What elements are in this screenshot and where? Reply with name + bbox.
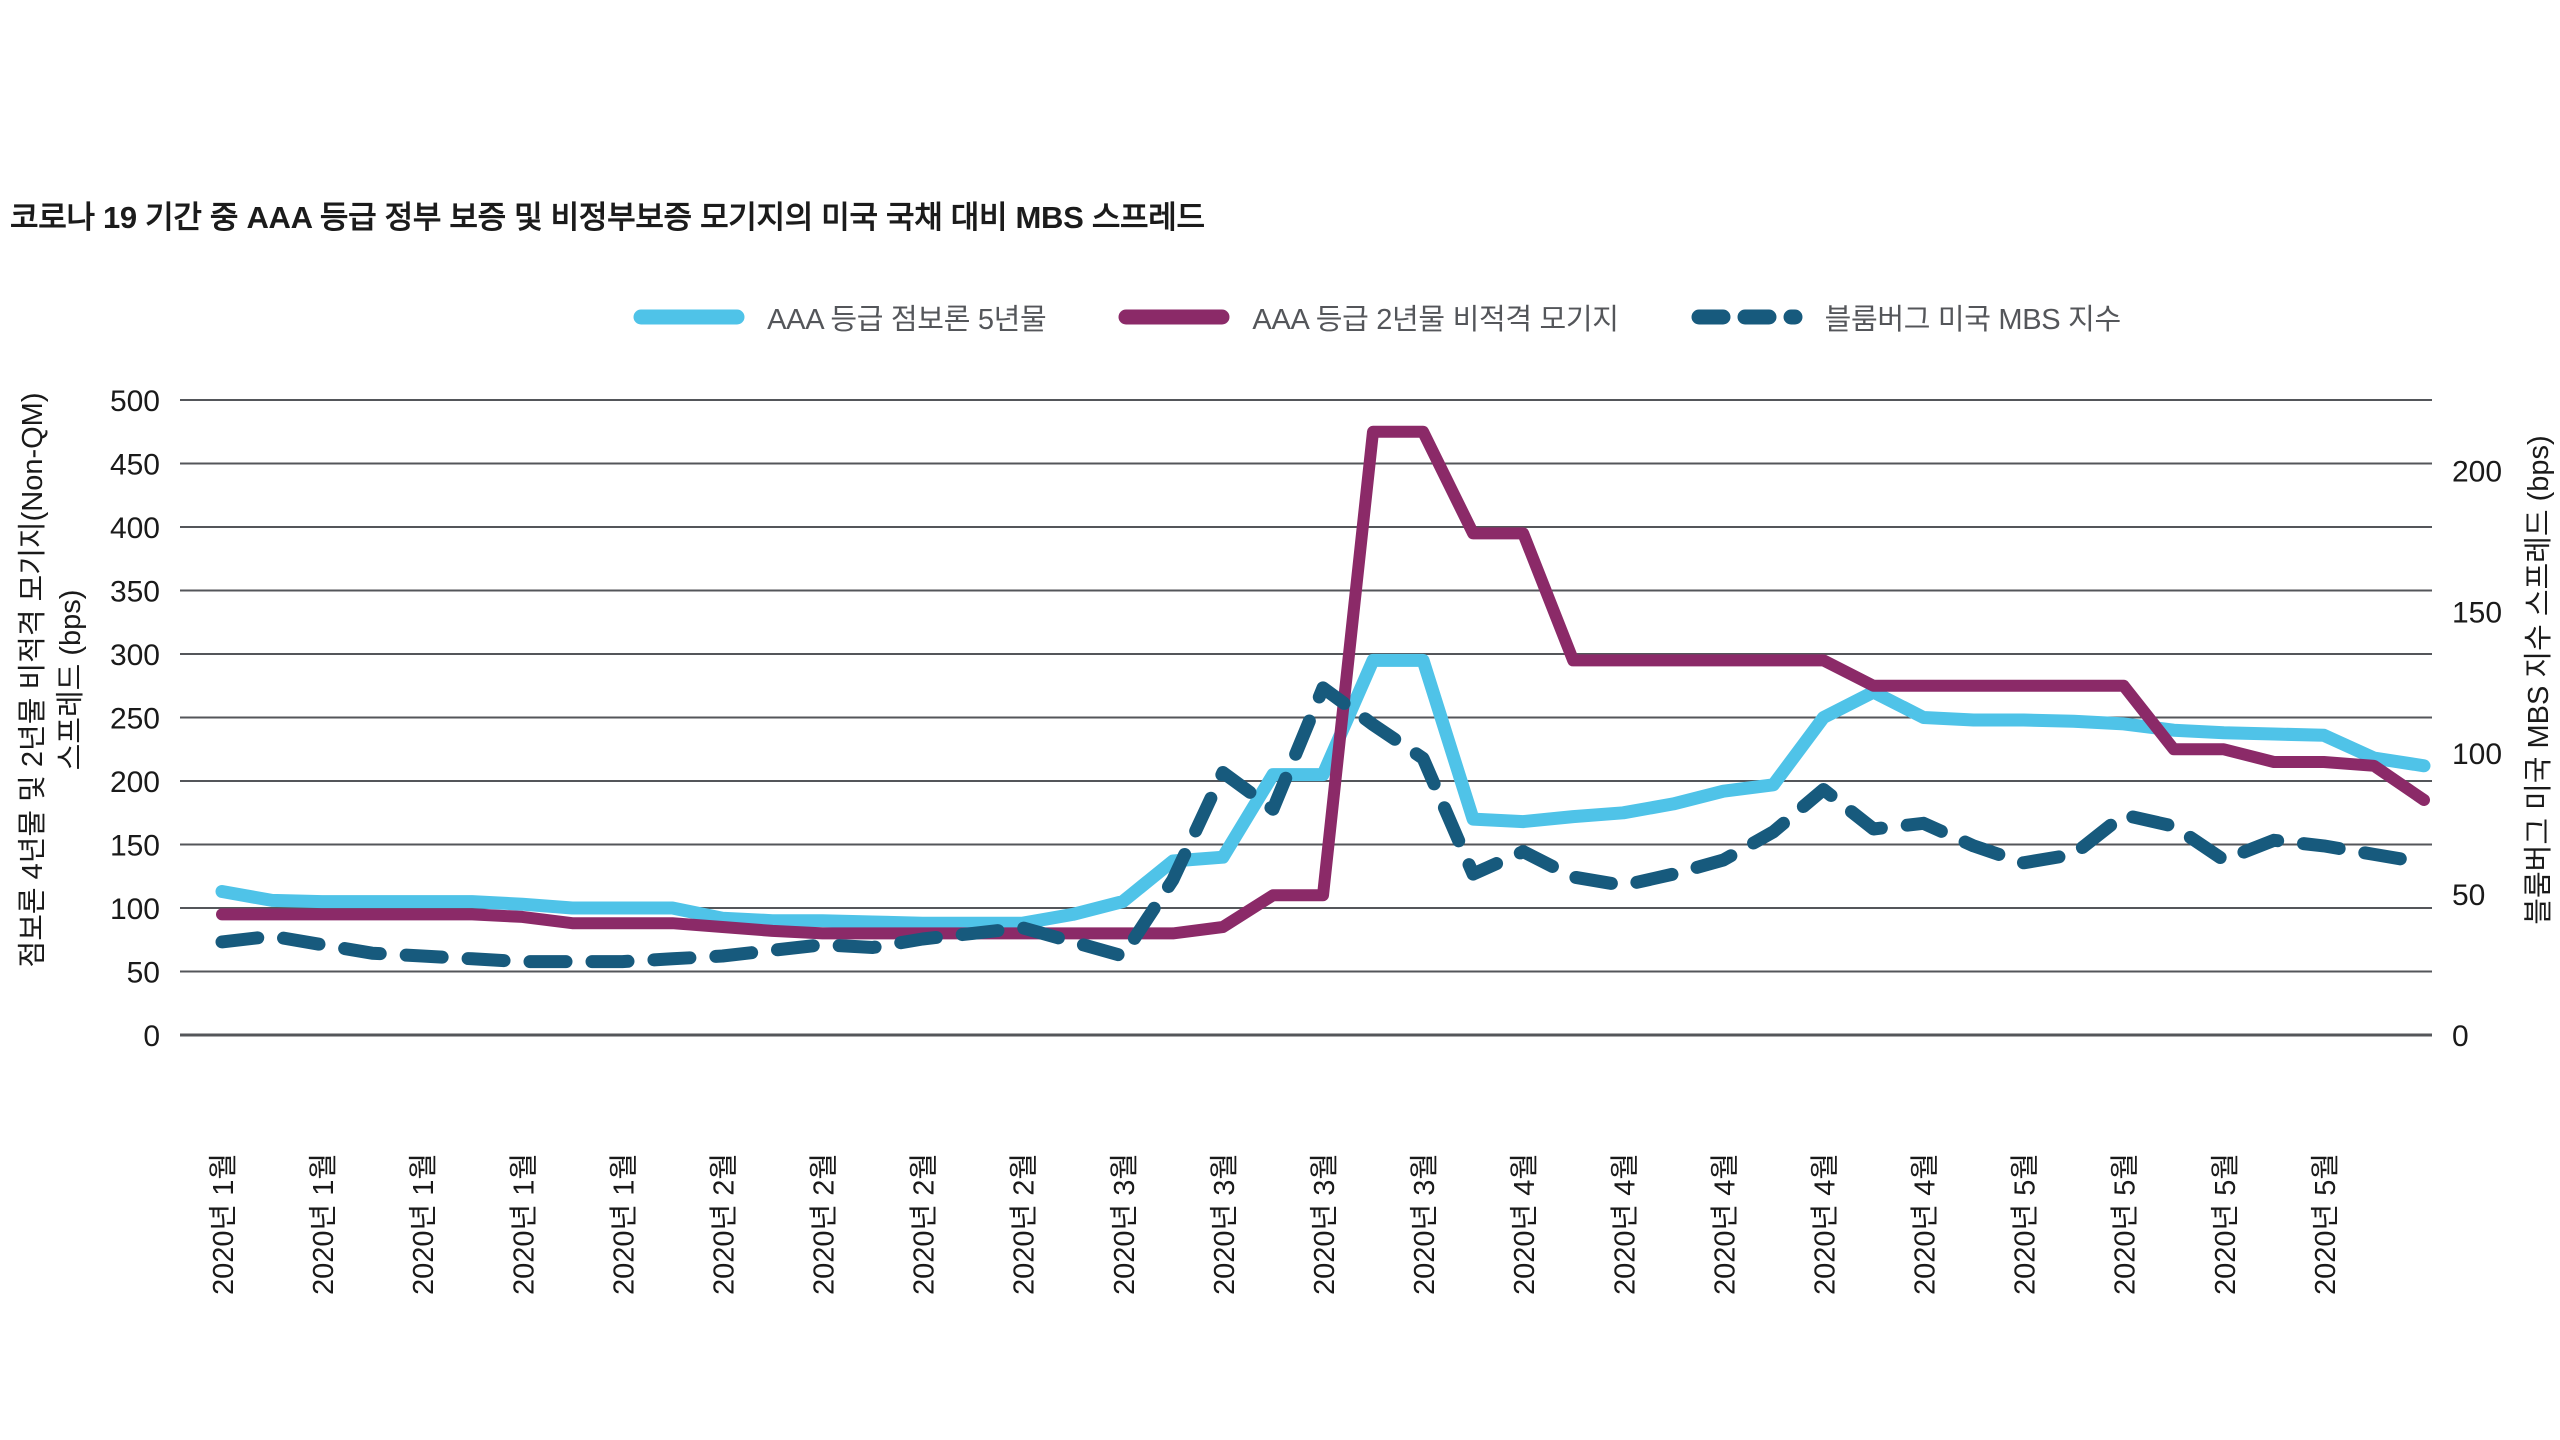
- left-axis-tick-100: 100: [110, 893, 160, 926]
- right-axis-tick-100: 100: [2452, 738, 2502, 771]
- right-axis-tick-200: 200: [2452, 456, 2502, 489]
- x-axis-label-4: 2020년 1월: [507, 1153, 540, 1295]
- right-axis-tick-50: 50: [2452, 879, 2485, 912]
- left-axis-tick-400: 400: [110, 512, 160, 545]
- left-axis-tick-150: 150: [110, 830, 160, 863]
- series-line-3: [215, 681, 2431, 969]
- x-axis-label-12: 2020년 3월: [1308, 1153, 1341, 1295]
- left-axis-tick-250: 250: [110, 703, 160, 736]
- chart-title: 코로나 19 기간 중 AAA 등급 정부 보증 및 비정부보증 모기지의 미국…: [10, 200, 1205, 235]
- left-axis-tick-450: 450: [110, 449, 160, 482]
- x-axis-label-11: 2020년 3월: [1208, 1153, 1241, 1295]
- legend-line-swatch: [633, 309, 745, 325]
- legend-label: 블룸버그 미국 MBS 지수: [1824, 304, 2122, 336]
- x-axis-label-16: 2020년 4월: [1708, 1153, 1741, 1295]
- x-axis-label-3: 2020년 1월: [407, 1153, 440, 1295]
- x-axis-label-1: 2020년 1월: [207, 1153, 240, 1295]
- legend-dashed-line-swatch: [1691, 309, 1803, 325]
- right-axis-title: 블룸버그 미국 MBS 지수 스프레드 (bps): [2523, 435, 2555, 924]
- left-axis-tick-300: 300: [110, 639, 160, 672]
- series-line-2: [216, 425, 2430, 940]
- x-axis-label-18: 2020년 4월: [1909, 1153, 1942, 1295]
- right-axis-tick-150: 150: [2452, 597, 2502, 630]
- x-axis-label-5: 2020년 1월: [607, 1153, 640, 1295]
- x-axis-label-6: 2020년 2월: [707, 1153, 740, 1295]
- legend-item-3: 블룸버그 미국 MBS 지수: [1691, 296, 2121, 338]
- chart-legend: AAA 등급 점보론 5년물 AAA 등급 2년물 비적격 모기지 블룸버그 미국 …: [194, 296, 2560, 338]
- x-axis-label-8: 2020년 2월: [908, 1153, 941, 1295]
- left-axis-title-line1: 점보론 4년물 및 2년물 비적격 모기지(Non-QM): [17, 393, 49, 968]
- legend-line-swatch: [1118, 309, 1230, 325]
- x-axis-label-13: 2020년 3월: [1408, 1153, 1441, 1295]
- x-axis-label-17: 2020년 4월: [1808, 1153, 1841, 1295]
- left-axis-title-line2: 스프레드 (bps): [55, 590, 87, 771]
- left-axis-tick-0: 0: [143, 1020, 160, 1053]
- legend-label: AAA 등급 2년물 비적격 모기지: [1252, 304, 1619, 336]
- x-axis-label-15: 2020년 4월: [1608, 1153, 1641, 1295]
- x-axis-label-21: 2020년 5월: [2209, 1153, 2242, 1295]
- left-axis-tick-350: 350: [110, 576, 160, 609]
- legend-label: AAA 등급 점보론 5년물: [767, 304, 1047, 336]
- legend-item-2: AAA 등급 2년물 비적격 모기지: [1118, 296, 1619, 338]
- right-axis-tick-0: 0: [2452, 1020, 2469, 1053]
- x-axis-label-9: 2020년 2월: [1008, 1153, 1041, 1295]
- left-axis-tick-200: 200: [110, 766, 160, 799]
- left-axis-tick-50: 50: [127, 957, 160, 990]
- x-axis-label-2: 2020년 1월: [307, 1153, 340, 1295]
- series-line-1: [215, 653, 2431, 930]
- x-axis-label-20: 2020년 5월: [2109, 1153, 2142, 1295]
- x-axis-label-14: 2020년 4월: [1508, 1153, 1541, 1295]
- x-axis-label-10: 2020년 3월: [1108, 1153, 1141, 1295]
- x-axis-label-22: 2020년 5월: [2309, 1153, 2342, 1295]
- left-axis-tick-500: 500: [110, 385, 160, 418]
- x-axis-label-19: 2020년 5월: [2009, 1153, 2042, 1295]
- x-axis-label-7: 2020년 2월: [808, 1153, 841, 1295]
- legend-item-1: AAA 등급 점보론 5년물: [633, 296, 1047, 338]
